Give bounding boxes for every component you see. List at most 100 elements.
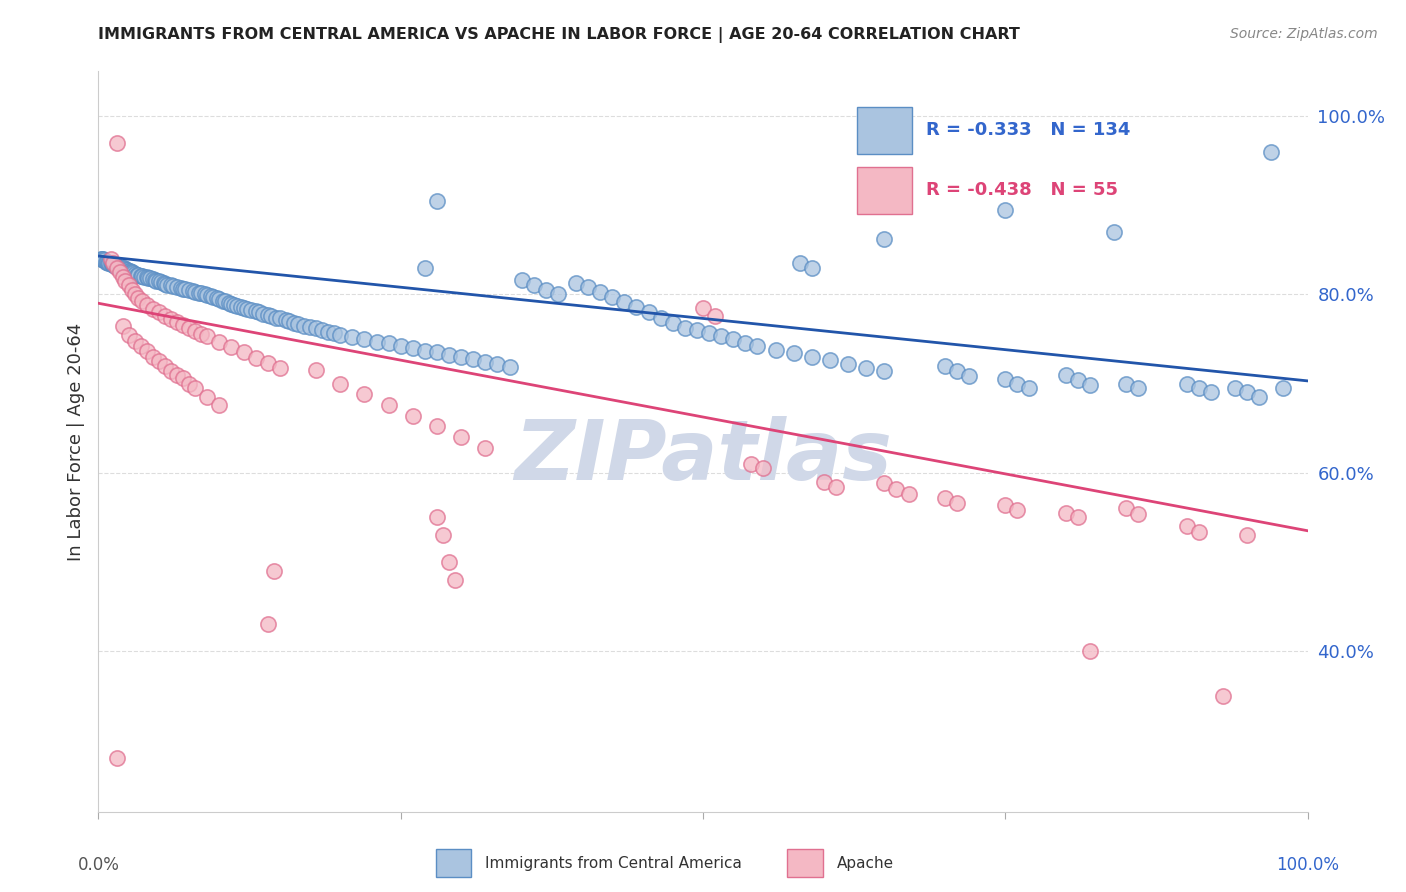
Point [135, 298, 157, 312]
Point [789, 256, 811, 270]
Point [837, 357, 859, 371]
Point [152, 276, 174, 290]
Point [184, 285, 207, 299]
Point [873, 232, 896, 246]
Point [111, 318, 134, 333]
Point [127, 268, 149, 282]
Point [118, 327, 141, 342]
Point [613, 295, 636, 310]
Point [172, 371, 194, 385]
Point [90, 252, 112, 266]
Point [93, 253, 115, 268]
Point [142, 301, 165, 316]
Point [174, 282, 197, 296]
Point [305, 321, 328, 335]
Point [437, 348, 460, 362]
Point [1128, 507, 1150, 521]
Point [740, 457, 762, 471]
Point [134, 269, 156, 284]
Point [260, 309, 283, 323]
Point [565, 276, 588, 290]
Point [626, 300, 648, 314]
Point [283, 316, 305, 330]
Point [946, 364, 969, 378]
Point [184, 381, 207, 395]
Point [486, 357, 509, 371]
Point [256, 617, 278, 632]
Point [195, 288, 218, 302]
Point [1115, 376, 1137, 391]
Point [100, 257, 122, 271]
Point [96, 255, 118, 269]
Point [1102, 225, 1125, 239]
Point [389, 339, 412, 353]
Point [299, 320, 322, 334]
Point [131, 294, 153, 309]
Point [142, 272, 165, 286]
Point [264, 310, 287, 325]
Point [1188, 381, 1211, 395]
Point [1007, 376, 1029, 391]
Point [160, 278, 183, 293]
Point [120, 265, 142, 279]
Point [232, 345, 254, 359]
Point [800, 350, 823, 364]
Point [205, 291, 228, 305]
Point [97, 256, 120, 270]
Point [139, 271, 162, 285]
Point [1128, 381, 1150, 395]
Point [200, 289, 222, 303]
Point [135, 344, 157, 359]
Point [179, 321, 201, 335]
Y-axis label: In Labor Force | Age 20-64: In Labor Force | Age 20-64 [66, 322, 84, 561]
Point [226, 299, 249, 313]
Point [353, 387, 375, 401]
Point [143, 273, 166, 287]
Point [208, 334, 231, 349]
Point [377, 336, 399, 351]
Point [256, 308, 278, 322]
Point [1175, 376, 1198, 391]
Point [195, 329, 218, 343]
Text: 0.0%: 0.0% [77, 856, 120, 874]
Point [172, 318, 194, 332]
Point [236, 301, 259, 316]
Point [142, 350, 165, 364]
Point [825, 480, 848, 494]
Point [218, 296, 240, 310]
Point [145, 274, 167, 288]
Point [1007, 503, 1029, 517]
Point [734, 335, 756, 350]
Point [946, 496, 969, 510]
Point [222, 298, 245, 312]
Point [179, 283, 201, 297]
Point [100, 252, 122, 266]
Point [886, 482, 908, 496]
Point [101, 256, 124, 270]
Point [474, 355, 496, 369]
Point [110, 260, 132, 275]
Point [426, 419, 449, 434]
Point [1018, 381, 1040, 395]
Point [245, 304, 267, 318]
Point [1223, 381, 1246, 395]
Point [897, 487, 920, 501]
Point [190, 326, 212, 341]
Point [366, 334, 388, 349]
Point [752, 461, 775, 475]
Point [426, 345, 449, 359]
Point [166, 368, 188, 382]
Point [686, 323, 709, 337]
Point [108, 260, 131, 275]
FancyBboxPatch shape [436, 849, 471, 877]
Point [1175, 519, 1198, 533]
Point [323, 326, 346, 340]
Point [256, 356, 278, 370]
Point [1236, 528, 1258, 542]
Point [127, 291, 149, 305]
Point [221, 297, 243, 311]
Point [450, 430, 472, 444]
Point [129, 339, 152, 353]
Point [107, 260, 129, 274]
Point [402, 409, 425, 423]
